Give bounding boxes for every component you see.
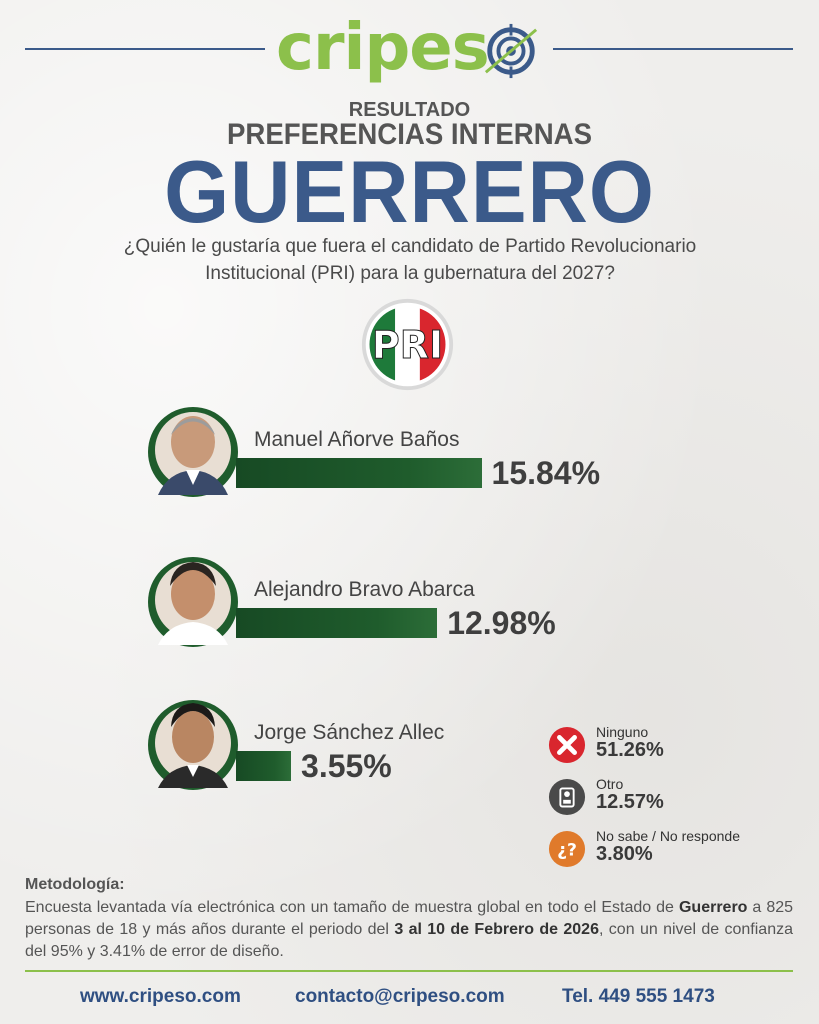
subtitle: PREFERENCIAS INTERNAS	[227, 118, 592, 151]
question-line-1: ¿Quién le gustaría que fuera el candidat…	[123, 236, 697, 257]
candidate-photo-3	[148, 700, 238, 790]
pri-logo-text: PRI	[372, 323, 443, 367]
value-label: 15.84%	[491, 455, 601, 491]
question-icon: ¿?	[548, 830, 586, 868]
methodology-part-1: Encuesta levantada vía electrónica con u…	[25, 899, 674, 916]
methodology-text: Encuesta levantada vía electrónica con u…	[25, 897, 793, 963]
candidate-row-3: Jorge Sánchez Allec 3.55%	[0, 683, 819, 813]
candidate-name: Manuel Añorve Baños	[254, 428, 460, 451]
candidate-photo-1	[148, 407, 238, 497]
bar-mark	[236, 458, 482, 488]
methodology-part-3: ,	[598, 921, 604, 938]
pri-party-logo: PRI	[361, 298, 454, 391]
header-rule-left	[25, 48, 265, 50]
bar-mark	[236, 608, 438, 638]
stat-label: Otro	[596, 776, 624, 792]
stat-no-sabe: ¿? No sabe / No responde 3.80%	[548, 828, 788, 870]
candidate-row-2: Alejandro Bravo Abarca 12.98%	[0, 540, 819, 670]
candidate-name: Jorge Sánchez Allec	[254, 721, 445, 744]
stat-ninguno: Ninguno 51.26%	[548, 724, 788, 766]
logo-text-green: cripes	[276, 11, 490, 85]
footer-rule	[25, 970, 793, 972]
header-rule-right	[553, 48, 793, 50]
svg-text:¿?: ¿?	[557, 841, 577, 861]
value-label: 3.55%	[301, 748, 392, 784]
x-icon	[548, 726, 586, 764]
stat-value: 3.80%	[596, 843, 653, 865]
survey-question: ¿Quién le gustaría que fuera el candidat…	[60, 233, 760, 287]
stat-value: 51.26%	[596, 739, 664, 761]
website-link[interactable]: www.cripeso.com	[80, 986, 241, 1007]
cripeso-logo: cripes	[276, 8, 546, 88]
candidate-photo-2	[148, 557, 238, 647]
candidate-row-1: Manuel Añorve Baños 15.84%	[0, 390, 819, 520]
candidate-name: Alejandro Bravo Abarca	[254, 578, 475, 601]
logo-wordmark: cripes	[276, 8, 490, 88]
stat-value: 12.57%	[596, 791, 664, 813]
target-icon	[484, 23, 538, 79]
ballot-icon	[548, 778, 586, 816]
email-link[interactable]: contacto@cripeso.com	[295, 986, 505, 1007]
result-heading: RESULTADO	[348, 99, 471, 121]
value-label: 12.98%	[447, 605, 556, 641]
stat-label: Ninguno	[596, 724, 649, 740]
methodology-title: Metodología:	[25, 876, 125, 893]
stat-otro: Otro 12.57%	[548, 776, 788, 818]
methodology-state: Guerrero	[678, 899, 748, 916]
phone-link[interactable]: Tel. 449 555 1473	[562, 986, 715, 1007]
state-title: GUERRERO	[164, 142, 655, 241]
stat-label: No sabe / No responde	[596, 828, 740, 844]
methodology-dates: 3 al 10 de Febrero de 2026	[394, 921, 599, 938]
methodology-part-2: a 825 personas de 18 y más años durante …	[25, 899, 794, 938]
question-line-2: Institucional (PRI) para la gubernatura …	[205, 263, 615, 284]
methodology-part-4: con un nivel de confianza del 95% y 3.41…	[25, 921, 793, 960]
bar-mark	[236, 751, 292, 781]
